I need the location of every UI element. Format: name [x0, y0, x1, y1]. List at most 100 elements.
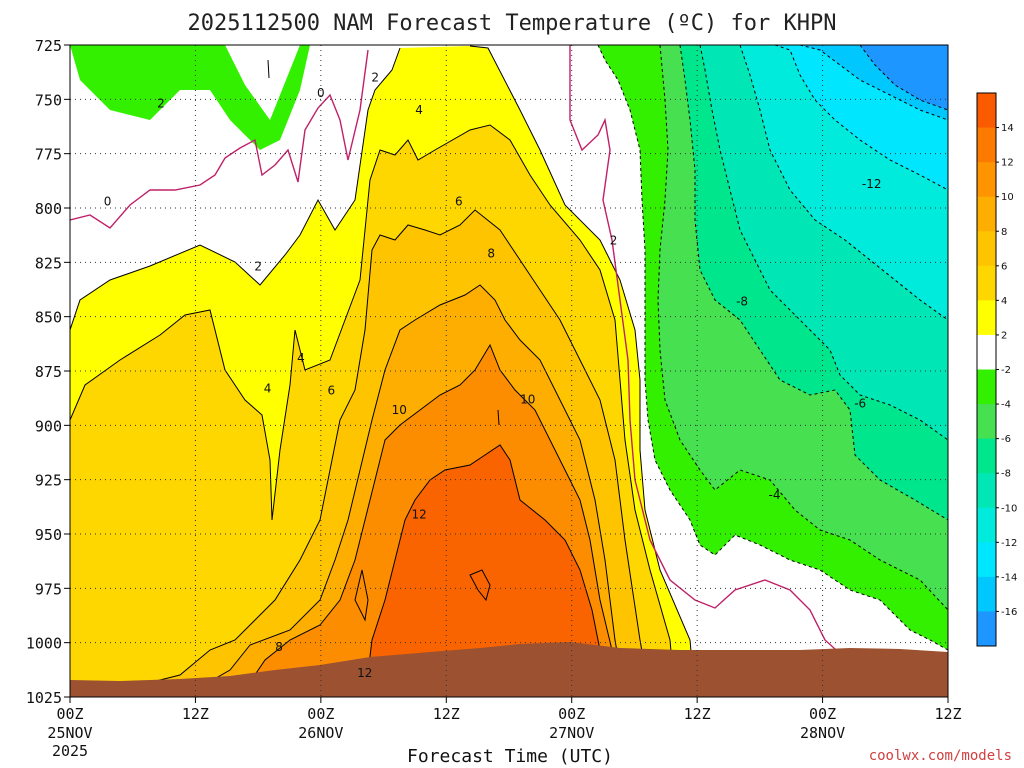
contour-label: 8 — [275, 640, 283, 654]
x-tick-date: 26NOV — [298, 724, 343, 742]
y-axis: 725 750 775 800 825 850 875 900 925 950 975 1000 102… — [26, 37, 70, 707]
colorbar-label: -12 — [1001, 538, 1017, 549]
x-tick-label: 00Z — [558, 705, 585, 723]
colorbar-label: -6 — [1001, 434, 1011, 445]
contour-label: 12 — [411, 507, 426, 521]
colorbar-swatch — [977, 438, 996, 474]
colorbar-label: -4 — [1001, 400, 1011, 411]
contour-label: 10 — [392, 403, 407, 417]
contour-label-text: 6 — [455, 194, 463, 208]
y-tick-label: 925 — [35, 472, 62, 490]
y-tick-label: 825 — [35, 254, 62, 272]
x-tick-date: 28NOV — [800, 724, 845, 742]
x-tick-label: 00Z — [307, 705, 334, 723]
contour-label: 2 — [610, 234, 618, 248]
colorbar-swatch — [977, 611, 996, 647]
x-tick-label: 12Z — [684, 705, 711, 723]
colorbar-swatch — [977, 369, 996, 405]
contour-label-text: 0 — [317, 86, 325, 100]
y-tick-label: 1000 — [26, 635, 62, 653]
colorbar-swatch — [977, 196, 996, 232]
colorbar-label: 4 — [1001, 296, 1007, 307]
colorbar-label: 6 — [1001, 261, 1007, 272]
contour-label-text: 2 — [610, 234, 618, 248]
x-tick-label: 12Z — [934, 705, 961, 723]
contour-label: -6 — [854, 397, 866, 411]
terrain — [70, 642, 948, 697]
contour-label: 12 — [357, 666, 372, 680]
colorbar-label: 12 — [1001, 158, 1014, 169]
contour-label: -12 — [862, 177, 882, 191]
colorbar-label: 8 — [1001, 227, 1007, 238]
y-tick-label: 900 — [35, 417, 62, 435]
contour-label: 2 — [254, 260, 262, 274]
y-tick-label: 750 — [35, 91, 62, 109]
contour-label-text: 2 — [254, 260, 262, 274]
contour-label: -4 — [769, 488, 781, 502]
contour-label: 4 — [264, 381, 272, 395]
colorbar-label: -16 — [1001, 607, 1017, 618]
contour-label-text: 2 — [371, 71, 379, 85]
colorbar-label: -10 — [1001, 503, 1017, 514]
colorbar-swatch — [977, 473, 996, 509]
band-below-minus16 — [860, 45, 948, 110]
contour-label-text: -6 — [854, 397, 866, 411]
contour-label: 6 — [455, 194, 463, 208]
y-tick-label: 725 — [35, 37, 62, 55]
contour-label-text: -4 — [769, 488, 781, 502]
contour-label-text: 6 — [327, 384, 335, 398]
y-tick-label: 800 — [35, 200, 62, 218]
colorbar-label: -14 — [1001, 572, 1017, 583]
negative-contours — [597, 45, 948, 651]
contour-label: 8 — [487, 247, 495, 261]
x-tick-label: 00Z — [56, 705, 83, 723]
colorbar-swatch — [977, 576, 996, 612]
band-below-minus2-top — [70, 45, 310, 150]
y-tick-label: 950 — [35, 526, 62, 544]
contour-label-text: -12 — [862, 177, 882, 191]
contour-label-text: 4 — [415, 103, 423, 117]
contour-label-text: 2 — [157, 97, 165, 111]
colorbar-swatch — [977, 334, 996, 370]
contour-label: -8 — [736, 294, 748, 308]
colorbar-swatch — [977, 127, 996, 163]
contour-labels: 2 0 2 4 0 6 -12 2 2 8 -8 4 4 6 10 10 -6 -4 12 8 12 — [104, 71, 882, 680]
colorbar-swatch — [977, 300, 996, 336]
x-tick-year: 2025 — [52, 742, 88, 760]
y-tick-label: 875 — [35, 363, 62, 381]
band-above-12 — [365, 445, 605, 697]
contour-label-text: 12 — [411, 507, 426, 521]
colorbar-label: 10 — [1001, 192, 1014, 203]
chart-title: 2025112500 NAM Forecast Temperature (ºC)… — [187, 11, 836, 36]
x-tick-label: 12Z — [182, 705, 209, 723]
contour-label-text: 0 — [104, 194, 112, 208]
contour-label-text: 4 — [297, 351, 305, 365]
colorbar-label: -2 — [1001, 365, 1011, 376]
y-tick-label: 1025 — [26, 689, 62, 707]
colorbar-label: 2 — [1001, 330, 1007, 341]
colorbar-swatch — [977, 542, 996, 578]
colorbar: 14 12 10 8 6 4 2 -2 -4 -6 -8 -10 -12 -14 -16 — [976, 92, 1017, 647]
contour-label-text: 4 — [264, 381, 272, 395]
contour-label-text: 10 — [520, 392, 535, 406]
x-tick-label: 12Z — [433, 705, 460, 723]
contour-label: 10 — [520, 392, 535, 406]
x-axis-title: Forecast Time (UTC) — [407, 746, 613, 767]
contour-label-text: 8 — [275, 640, 283, 654]
colorbar-swatch — [977, 404, 996, 440]
colorbar-swatch — [977, 231, 996, 267]
colorbar-label: -8 — [1001, 469, 1011, 480]
x-tick-date: 27NOV — [549, 724, 594, 742]
temperature-field — [70, 45, 948, 697]
contour-label-text: 8 — [487, 247, 495, 261]
contour-label-text: 12 — [357, 666, 372, 680]
contour-label: 0 — [317, 86, 325, 100]
colorbar-swatch — [977, 507, 996, 543]
contour-label: 4 — [297, 351, 305, 365]
contour-lines — [70, 45, 696, 697]
colorbar-swatch — [977, 93, 996, 129]
x-tick-label: 00Z — [809, 705, 836, 723]
contour-label: 4 — [415, 103, 423, 117]
